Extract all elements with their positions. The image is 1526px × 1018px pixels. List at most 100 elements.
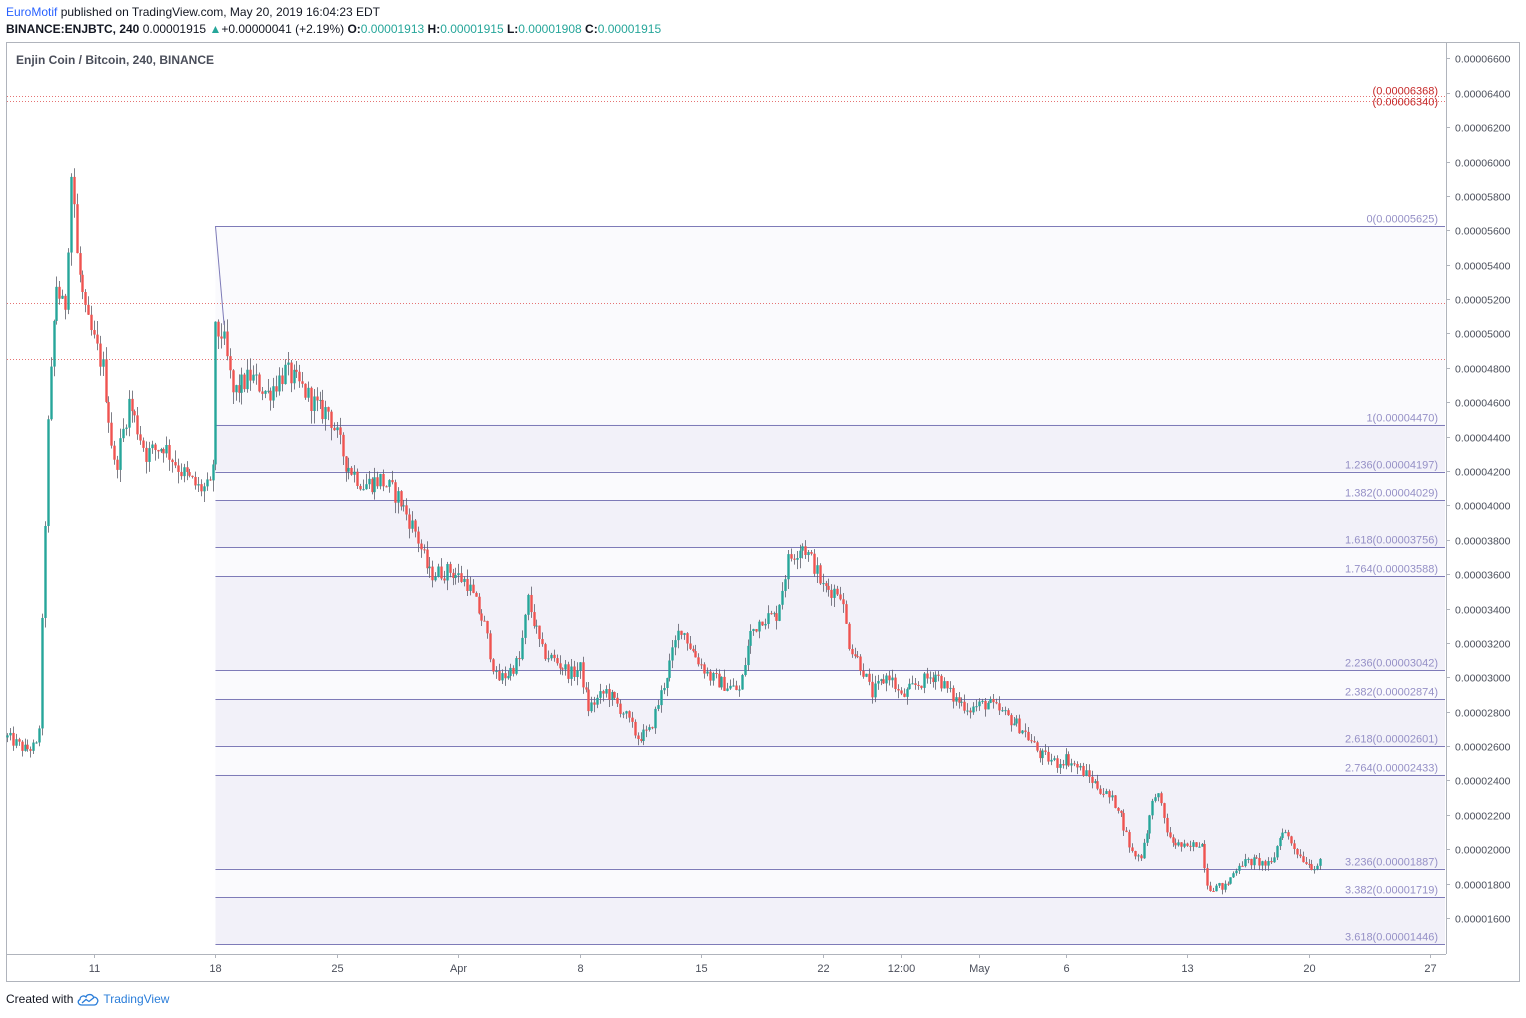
candle-up (509, 667, 512, 676)
low-value: 0.00001908 (518, 22, 582, 36)
price-axis[interactable]: 0.00006600 0.00006400 0.00006200 0.00006000… (1446, 43, 1511, 954)
published-text: published on TradingView.com, May 20, 20… (60, 5, 381, 19)
candle-up (411, 520, 414, 529)
author-link[interactable]: EuroMotif (6, 5, 58, 19)
candle-up (657, 705, 660, 709)
candle-down (995, 702, 998, 704)
candle-down (937, 674, 940, 676)
time-tick-label: May (969, 963, 990, 975)
candle-down (87, 304, 90, 315)
horizontal-lines[interactable]: (0.00006368)(0.00006340) (7, 86, 1446, 360)
candle-down (651, 727, 654, 729)
candle-down (868, 673, 871, 682)
candle-down (472, 584, 475, 593)
candle-up (336, 427, 339, 431)
candle-down (431, 566, 434, 581)
candle-down (1160, 793, 1163, 804)
candle-down (842, 599, 845, 605)
time-tick-label: 13 (1181, 963, 1193, 975)
candle-down (466, 578, 469, 591)
candle-down (825, 583, 828, 586)
candle-up (457, 573, 460, 576)
candle-up (865, 673, 868, 677)
trend-line[interactable] (214, 226, 225, 325)
candle-down (703, 664, 706, 674)
candle-up (781, 590, 784, 605)
candle-down (709, 671, 712, 681)
candle-down (1134, 851, 1137, 857)
candle-up (252, 374, 255, 381)
candle-up (272, 386, 275, 401)
candle-up (1070, 763, 1073, 766)
up-arrow-icon: ▲ (209, 22, 222, 36)
candle-up (906, 689, 909, 697)
tradingview-brand[interactable]: TradingView (103, 992, 170, 1006)
candle-down (573, 666, 576, 678)
candle-down (871, 681, 874, 698)
candle-up (801, 546, 804, 551)
time-tick-label: 15 (695, 963, 707, 975)
price-tick-label: 0.00003800 (1455, 536, 1511, 548)
candle-up (373, 477, 376, 493)
candle-down (827, 585, 830, 590)
candle-down (940, 675, 943, 689)
price-tick-label: 0.00001600 (1455, 914, 1511, 926)
candle-down (333, 427, 336, 431)
candle-down (174, 462, 177, 466)
candle-down (417, 531, 420, 544)
candle-down (162, 449, 165, 454)
candle-up (122, 428, 125, 439)
candle-down (29, 749, 32, 751)
candle-down (538, 625, 541, 640)
candle-up (319, 399, 322, 401)
candle-down (110, 422, 113, 446)
candle-down (281, 375, 284, 385)
candle-up (469, 584, 472, 591)
candle-up (787, 554, 790, 580)
candle-up (119, 438, 122, 470)
candle-down (567, 664, 570, 679)
candle-up (397, 491, 400, 503)
publish-info: EuroMotif published on TradingView.com, … (6, 5, 380, 20)
price-tick-label: 0.00003200 (1455, 639, 1511, 651)
time-tick-label: 11 (89, 963, 100, 975)
candle-down (483, 620, 486, 622)
time-tick-label: 20 (1303, 963, 1315, 975)
candle-down (58, 286, 61, 299)
candle-up (550, 654, 553, 659)
candle-up (44, 525, 47, 618)
candle-down (180, 471, 183, 477)
candle-down (533, 612, 536, 627)
candle-down (848, 623, 851, 649)
chart-frame[interactable] (6, 42, 1520, 982)
candle-up (38, 728, 41, 743)
candle-down (220, 336, 223, 339)
time-tick-label: 8 (577, 963, 583, 975)
candle-up (353, 471, 356, 475)
candle-up (625, 711, 628, 714)
candle-down (859, 656, 862, 671)
candle-up (654, 708, 657, 729)
candle-down (561, 668, 564, 670)
candle-down (1264, 861, 1267, 866)
candle-up (611, 691, 614, 700)
candle-up (434, 576, 437, 581)
candle-down (304, 383, 307, 398)
price-tick-label: 0.00006400 (1455, 89, 1511, 101)
candle-down (608, 689, 611, 700)
candle-up (223, 331, 226, 339)
candle-up (293, 369, 296, 384)
candle-up (911, 683, 914, 685)
candle-up (981, 700, 984, 702)
candle-down (301, 381, 304, 384)
candle-down (952, 687, 955, 702)
candle-down (894, 677, 897, 690)
candle-down (105, 359, 108, 402)
candle-up (1273, 857, 1276, 863)
candle-down (1122, 812, 1125, 831)
candle-down (64, 295, 67, 310)
fib-extension-tool[interactable]: 0(0.00005625) 1(0.00004470) 1.236(0.000041… (215, 214, 1446, 945)
candle-down (541, 639, 544, 645)
time-axis[interactable]: 11 18 25 Apr 8 15 22 12:00 May 6 13 20 27 (7, 954, 1446, 975)
